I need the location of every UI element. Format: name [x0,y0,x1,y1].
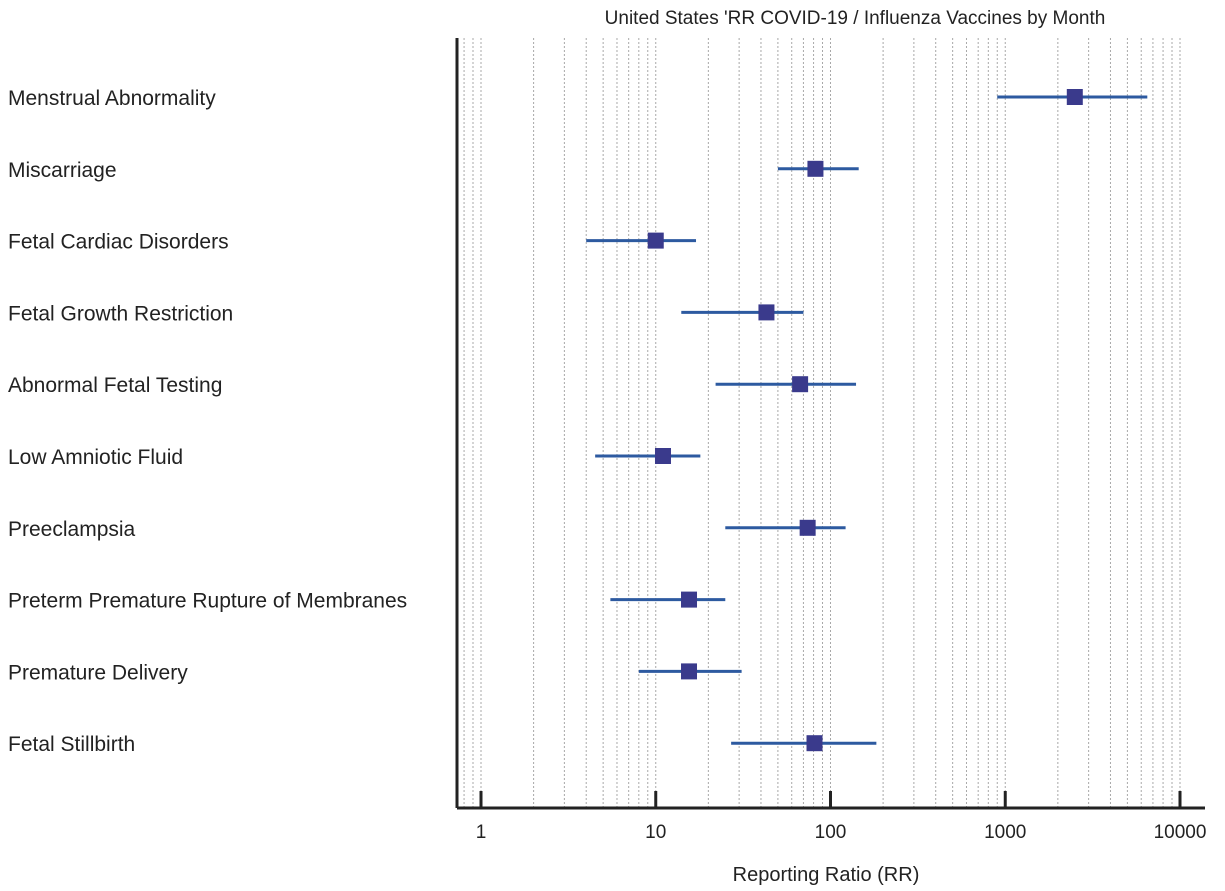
category-label: Miscarriage [8,159,117,182]
category-label: Abnormal Fetal Testing [8,374,222,397]
x-tick-label: 100 [815,822,847,843]
grid-lines [463,38,1181,808]
category-label: Premature Delivery [8,661,188,684]
x-axis-label: Reporting Ratio (RR) [733,864,920,886]
point-marker [647,232,664,249]
category-label: Fetal Cardiac Disorders [8,231,229,254]
category-label: Menstrual Abnormality [8,87,216,110]
point-marker [1066,89,1083,105]
point-marker [758,304,775,321]
point-marker [806,735,823,752]
category-label: Fetal Growth Restriction [8,302,233,325]
point-marker [681,663,698,680]
data-markers [586,89,1148,752]
point-marker [654,448,671,464]
category-label: Low Amniotic Fluid [8,446,183,469]
x-axis-ticks: 1 10 100 1000 10000 [476,791,1207,843]
x-tick-label: 1 [476,822,487,843]
category-label: Preterm Premature Rupture of Membranes [8,590,407,613]
point-marker [792,376,809,393]
category-label: Preeclampsia [8,518,136,541]
point-marker [681,591,698,608]
x-tick-label: 1000 [984,822,1026,843]
x-tick-label: 10000 [1154,822,1207,843]
category-labels: Menstrual Abnormality Miscarriage Fetal Ca… [8,87,407,756]
point-marker [799,519,816,536]
chart-title: United States 'RR COVID-19 / Influenza V… [605,8,1106,29]
point-marker [807,160,824,177]
x-tick-label: 10 [645,822,666,843]
category-label: Fetal Stillbirth [8,733,135,756]
